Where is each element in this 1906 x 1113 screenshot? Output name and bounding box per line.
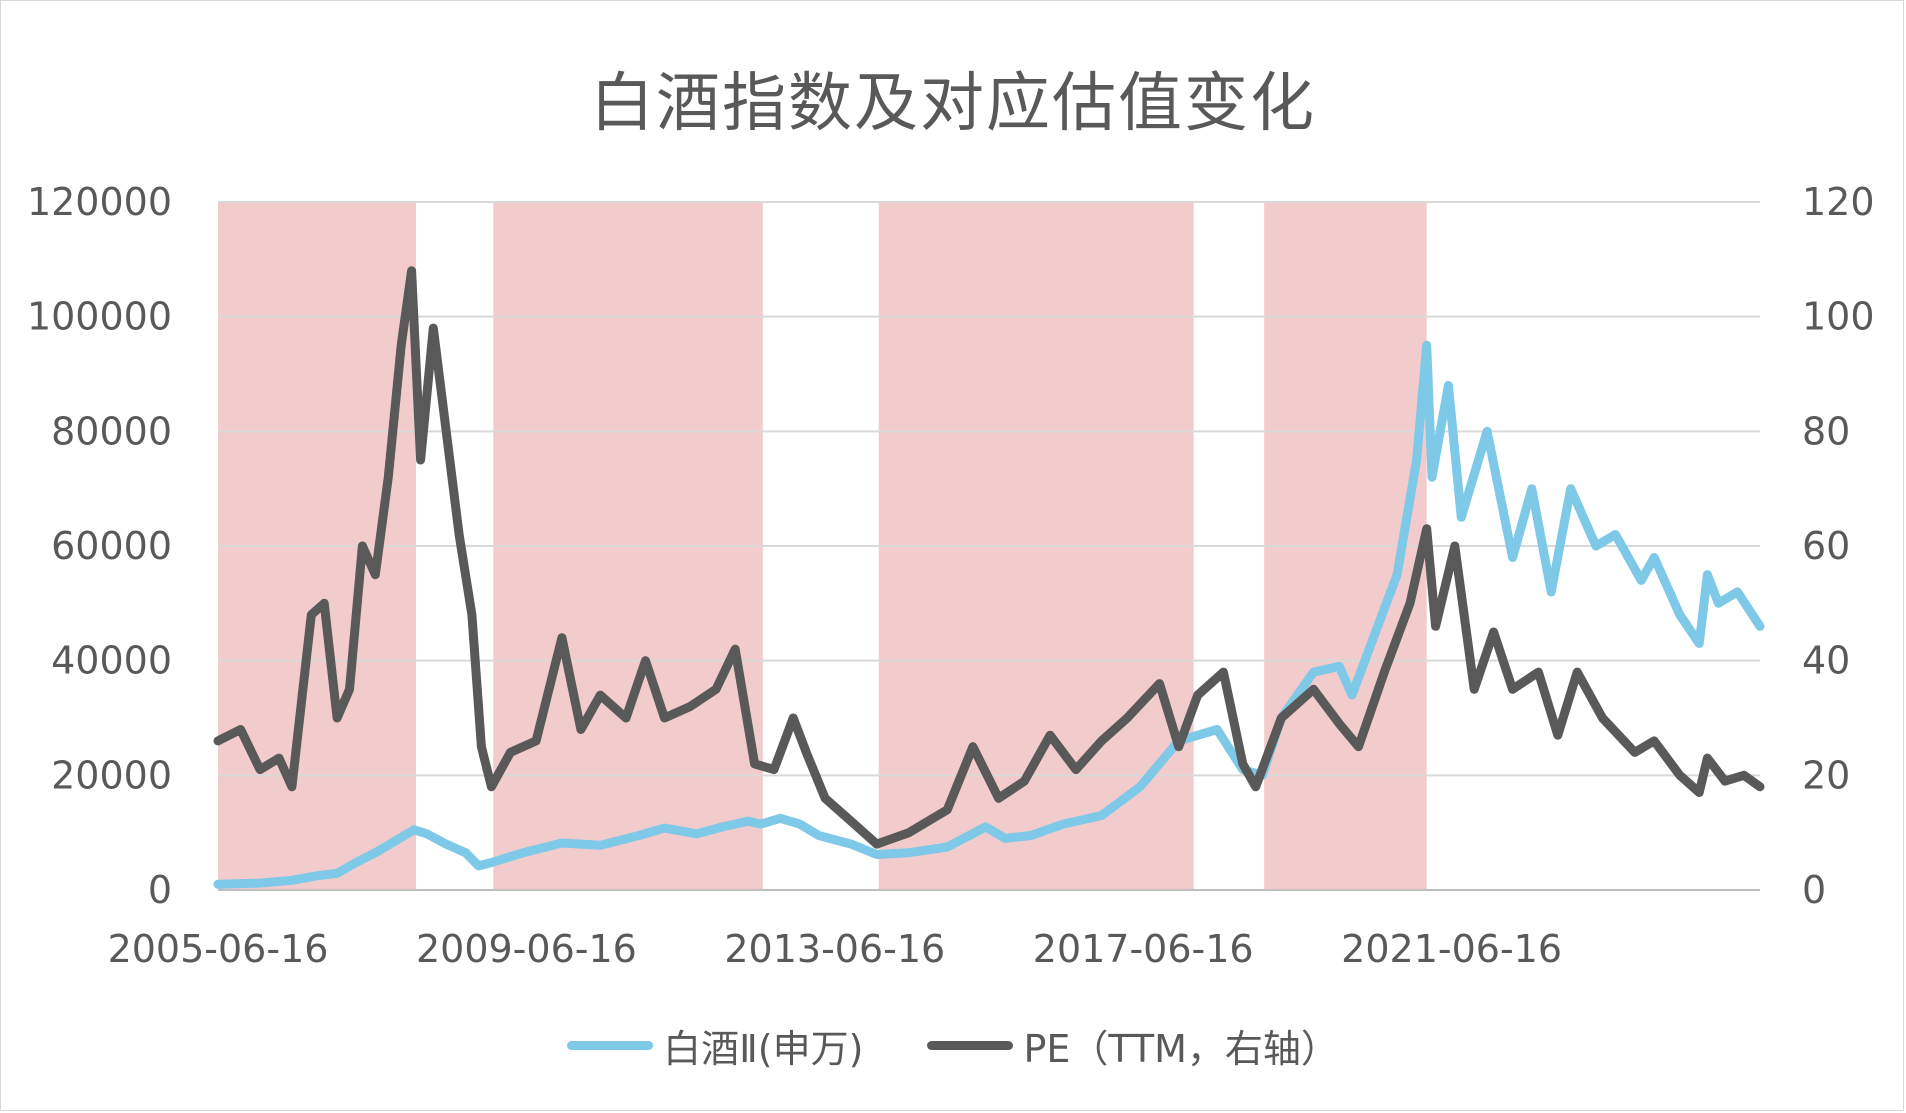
x-tick: 2017-06-16 [1033, 927, 1254, 971]
x-tick: 2021-06-16 [1341, 927, 1562, 971]
legend-swatch-index [567, 1041, 654, 1050]
legend-item-pe: PE（TTM，右轴） [927, 1018, 1339, 1073]
y-axis-right: 0 20 40 60 80 100 120 [1802, 180, 1875, 912]
y-right-tick: 0 [1802, 868, 1826, 912]
y-right-tick: 80 [1802, 409, 1850, 453]
y-right-tick: 120 [1802, 180, 1875, 224]
series-line-0 [213, 340, 1765, 889]
y-right-tick: 40 [1802, 639, 1850, 683]
y-left-tick: 40000 [51, 639, 172, 683]
x-axis: 2005-06-16 2009-06-16 2013-06-16 2017-06-16… [108, 927, 1562, 971]
series-lines [213, 266, 1765, 889]
legend-label-index: 白酒Ⅱ(申万) [663, 1027, 864, 1071]
y-left-tick: 120000 [27, 180, 172, 224]
y-right-tick: 100 [1802, 295, 1875, 339]
y-right-tick: 60 [1802, 524, 1850, 568]
y-left-tick: 100000 [27, 295, 172, 339]
y-axis-left: 0 20000 40000 60000 80000 100000 120000 [27, 180, 172, 912]
legend-item-index: 白酒Ⅱ(申万) [567, 1018, 863, 1073]
x-tick: 2009-06-16 [416, 927, 637, 971]
y-left-tick: 80000 [51, 409, 172, 453]
legend: 白酒Ⅱ(申万) PE（TTM，右轴） [0, 1018, 1906, 1073]
gridlines [218, 201, 1760, 891]
y-right-tick: 20 [1802, 753, 1850, 797]
x-tick: 2005-06-16 [108, 927, 329, 971]
x-tick: 2013-06-16 [724, 927, 945, 971]
legend-swatch-pe [927, 1041, 1014, 1050]
legend-label-pe: PE（TTM，右轴） [1023, 1027, 1339, 1071]
chart-title: 白酒指数及对应估值变化 [590, 67, 1316, 141]
series-line-1 [213, 266, 1765, 849]
y-left-tick: 0 [148, 868, 172, 912]
y-left-tick: 60000 [51, 524, 172, 568]
y-left-tick: 20000 [51, 753, 172, 797]
